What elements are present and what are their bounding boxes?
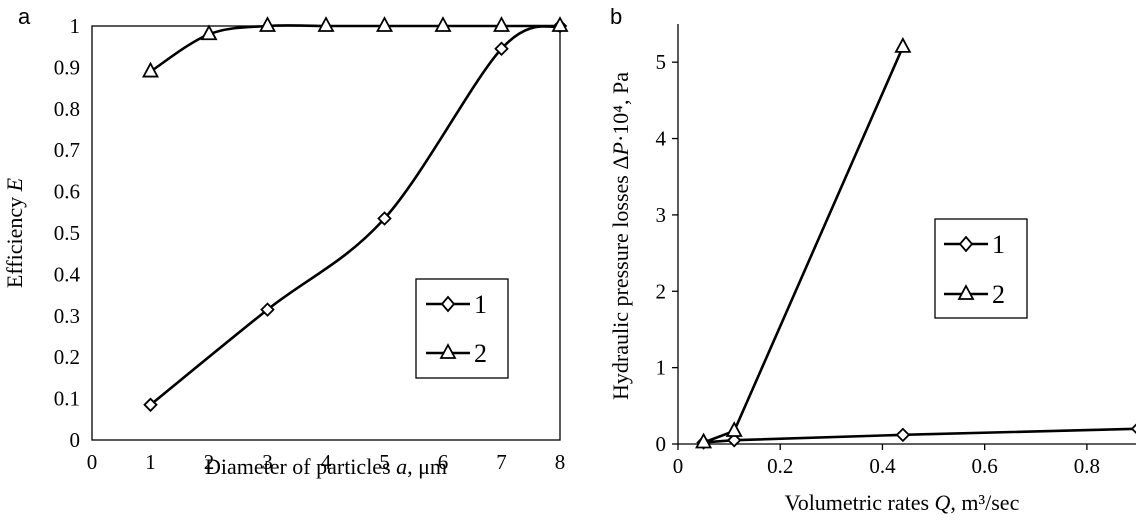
- panel-a-series-1-point: [494, 41, 509, 57]
- panel-a-legend-label-2: 2: [474, 339, 487, 368]
- panel-b-x-tick-label: 0.4: [869, 454, 896, 478]
- panel-a-series-1-point: [377, 211, 392, 226]
- panel-b-series-1-point: [1130, 423, 1136, 434]
- panel-a-x-tick-label: 4: [321, 450, 332, 474]
- panel-b-series-2-point: [725, 421, 743, 437]
- panel-a-x-axis-label: Diameter of particles a, μm: [205, 454, 447, 479]
- panel-a-y-tick-label: 0.3: [54, 304, 80, 328]
- panel-b-y-axis-label: Hydraulic pressure losses ΔP·10⁴, Pa: [608, 72, 633, 400]
- panel-a-y-tick-label: 0.8: [54, 97, 80, 121]
- panel-b-legend-marker-1: [958, 235, 974, 253]
- panel-a-legend: 1 2: [415, 278, 509, 379]
- panel-a-legend-marker-2: [439, 343, 457, 359]
- panel-a-series-1-point: [143, 397, 158, 413]
- panel-a-series-2-point: [141, 61, 160, 78]
- panel-b-y-tick-label: 1: [656, 356, 667, 380]
- panel-a-x-tick-label: 6: [438, 450, 449, 474]
- panel-b-xlabel-unit: , m³/sec: [950, 490, 1019, 515]
- panel-b-x-ticks: 0 0.2 0.4 0.6 0.8: [673, 444, 1100, 478]
- panel-b-series: [695, 37, 1136, 450]
- panel-a-x-tick-label: 1: [145, 450, 156, 474]
- panel-b-xlabel-var: Q: [935, 490, 951, 515]
- panel-a-series-2-point: [200, 24, 218, 41]
- panel-a-series-2-point: [258, 16, 277, 32]
- panel-b-x-tick-label: 0.6: [972, 454, 998, 478]
- panel-a-series-2-point: [492, 16, 511, 32]
- panel-a-y-tick-label: 0: [70, 428, 81, 452]
- panel-a-y-tick-label: 0.5: [54, 221, 80, 245]
- panel-a-xlabel-var: a: [396, 454, 407, 479]
- panel-b-y-tick-label: 3: [656, 203, 667, 227]
- panel-a-y-tick-label: 0.6: [54, 180, 80, 204]
- panel-a-series-2-point: [375, 16, 394, 32]
- panel-a-series-2-point: [434, 16, 452, 32]
- panel-a-legend-marker-1: [440, 295, 456, 313]
- panel-a-y-tick-label: 0.9: [54, 55, 80, 79]
- panel-b-x-axis-label: Volumetric rates Q, m³/sec: [785, 490, 1020, 515]
- panel-b-series-1-line: [703, 427, 1136, 444]
- panel-b-label: b: [610, 4, 622, 29]
- panel-b-ylabel-unit: ·10⁴, Pa: [608, 72, 633, 142]
- panel-a-y-tick-label: 1: [70, 14, 81, 38]
- panel-b-legend-label-2: 2: [992, 280, 1005, 309]
- panel-b-y-tick-label: 2: [656, 279, 667, 303]
- panel-a-legend-label-1: 1: [474, 290, 487, 319]
- panel-b-series-2-point: [695, 432, 713, 449]
- panel-a-x-tick-label: 5: [379, 450, 390, 474]
- panel-b-y-ticks: 0 1 2 3 4 5: [656, 50, 678, 456]
- panel-a-series-1-point: [260, 302, 275, 317]
- panel-b-series-1-point: [726, 432, 742, 448]
- panel-a-x-tick-label: 0: [87, 450, 98, 474]
- panel-b-legend-marker-2: [957, 284, 975, 300]
- panel-b-y-tick-label: 4: [656, 127, 667, 151]
- panel-b-x-tick-label: 0.8: [1074, 454, 1100, 478]
- panel-b-xlabel-text: Volumetric rates: [785, 490, 935, 515]
- panel-a-x-ticks: 0 1 2 3 4 5 6 7 8: [87, 450, 566, 474]
- panel-b-ylabel-var: P: [608, 142, 633, 156]
- panel-a-series-2-point: [317, 16, 335, 32]
- panel-a-y-tick-label: 0.1: [54, 387, 80, 411]
- panel-b-legend-label-1: 1: [992, 230, 1005, 259]
- panel-a-label: a: [18, 4, 31, 29]
- panel-a: a 0 0.1 0.2 0.3 0.4 0.5 0.6 0.7 0.8 0.9 1 0 1 2 3 4 5 6 7…: [2, 4, 569, 479]
- panel-b-series-2-point: [894, 37, 912, 53]
- panel-a-y-tick-label: 0.4: [54, 262, 81, 286]
- panel-a-y-tick-label: 0.2: [54, 345, 80, 369]
- panel-b-legend-box: [934, 218, 1028, 319]
- panel-b-x-tick-label: 0.2: [767, 454, 793, 478]
- panel-a-x-tick-label: 8: [555, 450, 566, 474]
- panel-b-x-tick-label: 0: [673, 454, 684, 478]
- panel-a-x-tick-label: 7: [496, 450, 507, 474]
- panel-a-x-tick-label: 2: [204, 450, 215, 474]
- panel-b-y-tick-label: 0: [656, 432, 667, 456]
- panel-b-series-1-point: [895, 427, 911, 443]
- panel-a-series: [141, 16, 569, 413]
- panel-a-x-tick-label: 3: [262, 450, 273, 474]
- panel-a-y-axis-label: Efficiency E: [2, 177, 27, 288]
- panel-a-legend-box: [415, 278, 509, 379]
- panel-a-ylabel-text: Efficiency: [2, 191, 27, 288]
- panel-b-legend: 1 2: [934, 218, 1028, 319]
- panel-a-y-ticks: 0 0.1 0.2 0.3 0.4 0.5 0.6 0.7 0.8 0.9 1: [54, 14, 81, 452]
- panel-b-series-2-line: [703, 46, 905, 444]
- panel-a-xlabel-unit: , μm: [407, 454, 447, 479]
- panel-a-series-2-point: [551, 16, 569, 32]
- panel-a-ylabel-var: E: [2, 177, 27, 192]
- panel-b-ylabel-text: Hydraulic pressure losses Δ: [608, 155, 633, 399]
- panel-a-xlabel-text: Diameter of particles: [205, 454, 396, 479]
- panel-b-y-tick-label: 5: [656, 50, 667, 74]
- panel-b: b 0 1 2 3 4 5 0 0.2 0.4 0.6 0.8 Volumetric rates …: [608, 4, 1136, 515]
- panel-a-y-tick-label: 0.7: [54, 138, 80, 162]
